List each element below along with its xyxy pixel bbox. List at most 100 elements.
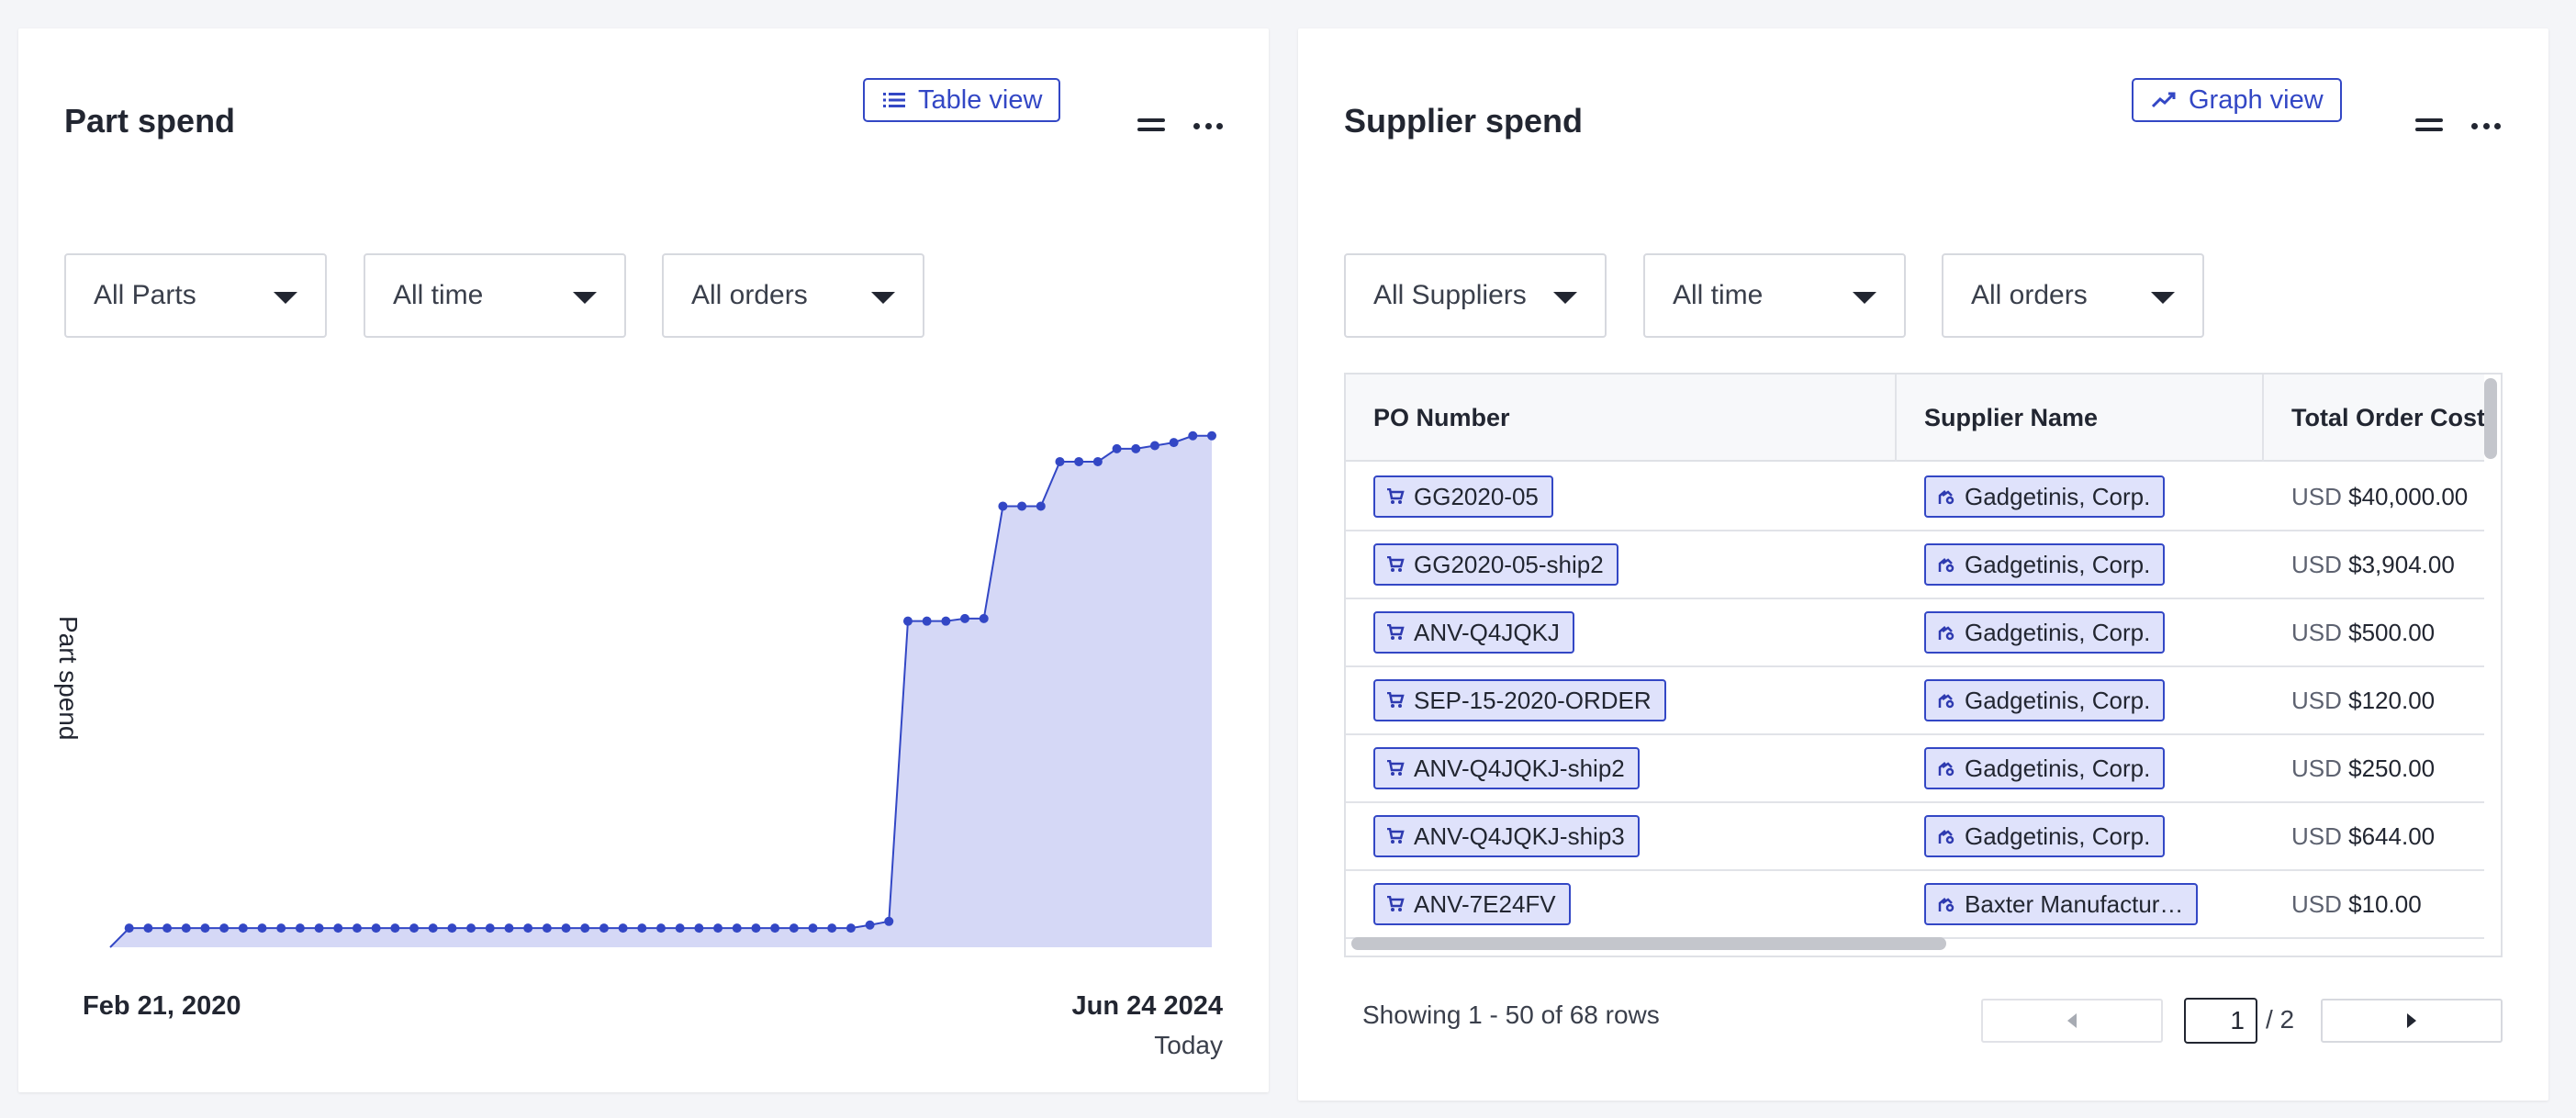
data-point[interactable] — [808, 923, 818, 934]
data-point[interactable] — [827, 923, 837, 934]
data-point[interactable] — [409, 923, 420, 934]
more-options-icon[interactable] — [2471, 123, 2501, 130]
data-point[interactable] — [675, 923, 685, 934]
supplier-chip[interactable]: Baxter Manufactur… — [1924, 883, 2199, 925]
data-point[interactable] — [713, 923, 723, 934]
data-point[interactable] — [1074, 456, 1084, 466]
supplier-name-text: Baxter Manufactur… — [1965, 889, 2184, 918]
data-point[interactable] — [314, 923, 324, 934]
table-view-button[interactable]: Table view — [863, 78, 1061, 122]
data-point[interactable] — [732, 923, 742, 934]
data-point[interactable] — [143, 923, 153, 934]
data-point[interactable] — [789, 923, 799, 934]
data-point[interactable] — [865, 920, 875, 930]
caret-down-icon — [1553, 292, 1577, 304]
cart-icon — [1387, 556, 1405, 572]
data-point[interactable] — [1017, 501, 1027, 511]
graph-view-button[interactable]: Graph view — [2132, 78, 2342, 122]
supplier-chip[interactable]: Gadgetinis, Corp. — [1924, 543, 2166, 586]
data-point[interactable] — [162, 923, 173, 934]
time-filter-dropdown[interactable]: All time — [364, 253, 626, 338]
supplier-chip[interactable]: Gadgetinis, Corp. — [1924, 747, 2166, 789]
data-point[interactable] — [580, 923, 590, 934]
column-header-supplier-name[interactable]: Supplier Name — [1897, 375, 2264, 462]
supplier-chip[interactable]: Gadgetinis, Corp. — [1924, 475, 2166, 518]
cart-icon — [1387, 624, 1405, 640]
po-number-text: ANV-Q4JQKJ-ship2 — [1414, 754, 1625, 782]
data-point[interactable] — [124, 923, 134, 934]
data-point[interactable] — [902, 616, 913, 626]
data-point[interactable] — [1207, 430, 1216, 441]
data-point[interactable] — [1036, 501, 1046, 511]
data-point[interactable] — [1131, 443, 1141, 453]
po-number-chip[interactable]: ANV-Q4JQKJ — [1373, 611, 1574, 654]
data-point[interactable] — [922, 616, 932, 626]
data-point[interactable] — [466, 923, 476, 934]
data-point[interactable] — [599, 923, 609, 934]
supplier-chip[interactable]: Gadgetinis, Corp. — [1924, 815, 2166, 857]
data-point[interactable] — [542, 923, 552, 934]
data-point[interactable] — [371, 923, 381, 934]
drag-handle-icon[interactable] — [2415, 118, 2443, 131]
drag-handle-icon[interactable] — [1137, 118, 1165, 131]
data-point[interactable] — [390, 923, 400, 934]
supplier-chip[interactable]: Gadgetinis, Corp. — [1924, 679, 2166, 721]
data-point[interactable] — [1055, 456, 1065, 466]
data-point[interactable] — [979, 613, 989, 623]
data-point[interactable] — [1169, 438, 1179, 448]
page-number-input[interactable]: 1 — [2184, 998, 2257, 1044]
po-number-chip[interactable]: ANV-Q4JQKJ-ship2 — [1373, 747, 1640, 789]
data-point[interactable] — [656, 923, 666, 934]
po-number-chip[interactable]: SEP-15-2020-ORDER — [1373, 679, 1666, 721]
data-point[interactable] — [941, 616, 951, 626]
data-point[interactable] — [884, 916, 894, 926]
data-point[interactable] — [504, 923, 514, 934]
x-axis-end-label: Jun 24 2024 — [1071, 991, 1223, 1021]
data-point[interactable] — [238, 923, 248, 934]
data-point[interactable] — [352, 923, 362, 934]
data-point[interactable] — [523, 923, 533, 934]
horizontal-scrollbar[interactable] — [1351, 937, 1946, 950]
po-number-chip[interactable]: GG2020-05-ship2 — [1373, 543, 1618, 586]
data-point[interactable] — [447, 923, 457, 934]
data-point[interactable] — [1188, 430, 1198, 441]
po-number-chip[interactable]: ANV-7E24FV — [1373, 883, 1571, 925]
data-point[interactable] — [770, 923, 780, 934]
data-point[interactable] — [485, 923, 495, 934]
data-point[interactable] — [219, 923, 230, 934]
data-point[interactable] — [618, 923, 628, 934]
column-header-total-order-cost[interactable]: Total Order Cost — [2291, 404, 2486, 431]
data-point[interactable] — [295, 923, 305, 934]
data-point[interactable] — [960, 613, 970, 623]
data-point[interactable] — [751, 923, 761, 934]
column-header-po-number[interactable]: PO Number — [1346, 375, 1897, 462]
vertical-scrollbar[interactable] — [2484, 378, 2497, 459]
parts-filter-dropdown[interactable]: All Parts — [64, 253, 327, 338]
more-options-icon[interactable] — [1193, 123, 1223, 130]
po-number-chip[interactable]: GG2020-05 — [1373, 475, 1553, 518]
currency-code: USD — [2291, 550, 2342, 578]
data-point[interactable] — [694, 923, 704, 934]
data-point[interactable] — [1092, 456, 1103, 466]
time-filter-dropdown[interactable]: All time — [1643, 253, 1906, 338]
data-point[interactable] — [257, 923, 267, 934]
orders-filter-dropdown[interactable]: All orders — [1942, 253, 2204, 338]
data-point[interactable] — [200, 923, 210, 934]
next-page-button[interactable] — [2321, 999, 2503, 1043]
previous-page-button[interactable] — [1981, 999, 2163, 1043]
data-point[interactable] — [1112, 443, 1122, 453]
supplier-chip[interactable]: Gadgetinis, Corp. — [1924, 611, 2166, 654]
suppliers-filter-dropdown[interactable]: All Suppliers — [1344, 253, 1607, 338]
data-point[interactable] — [998, 501, 1008, 511]
data-point[interactable] — [637, 923, 647, 934]
po-number-chip[interactable]: ANV-Q4JQKJ-ship3 — [1373, 815, 1640, 857]
data-point[interactable] — [846, 923, 856, 934]
orders-filter-dropdown[interactable]: All orders — [662, 253, 924, 338]
data-point[interactable] — [276, 923, 286, 934]
data-point[interactable] — [181, 923, 191, 934]
data-point[interactable] — [428, 923, 438, 934]
suppliers-filter-value: All Suppliers — [1373, 280, 1527, 310]
data-point[interactable] — [333, 923, 343, 934]
data-point[interactable] — [1149, 441, 1159, 451]
data-point[interactable] — [561, 923, 571, 934]
